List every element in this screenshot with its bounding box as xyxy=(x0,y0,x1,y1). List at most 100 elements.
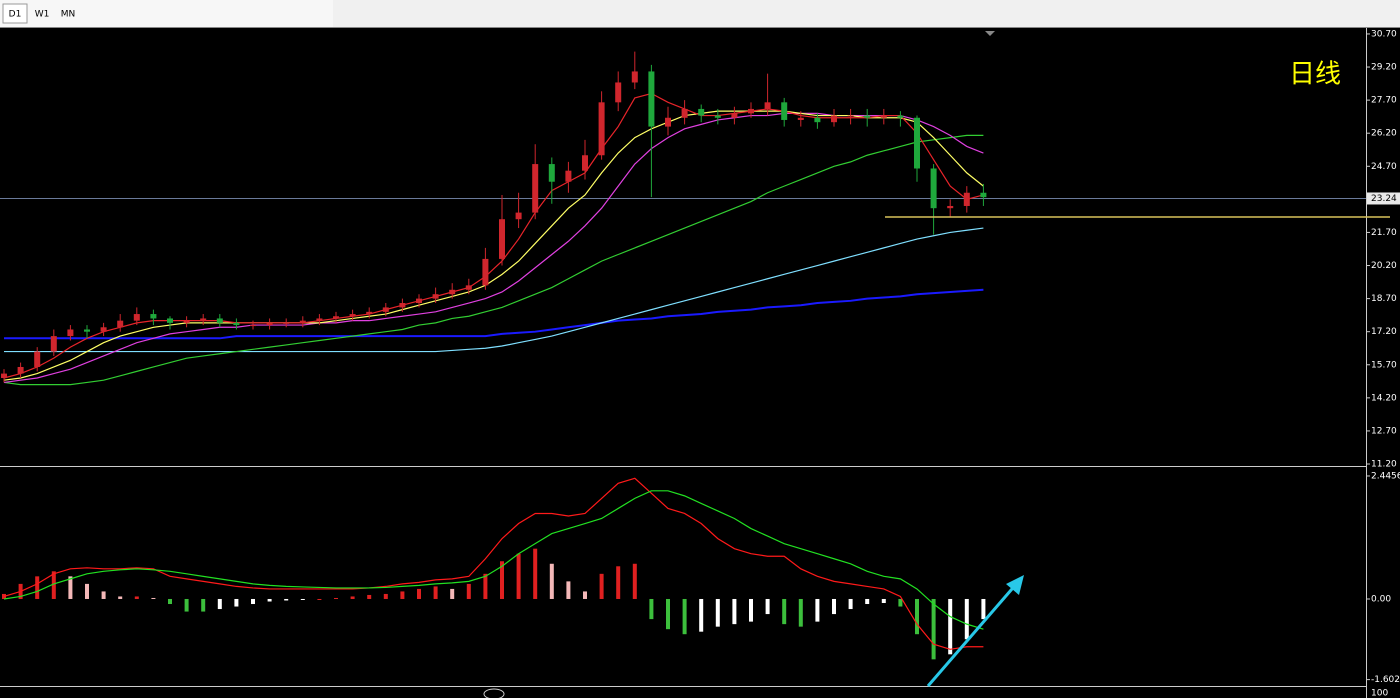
y-tick-label: 2.4456 xyxy=(1371,471,1400,481)
candle-body xyxy=(465,285,472,290)
histogram-bar xyxy=(749,598,753,622)
y-tick-label: 11.20 xyxy=(1371,460,1397,470)
histogram-bar xyxy=(765,598,770,615)
histogram-bar xyxy=(666,598,670,630)
histogram-bar xyxy=(931,598,936,660)
tab[interactable]: W1 xyxy=(35,10,50,20)
candle-body xyxy=(183,320,190,323)
candle-body xyxy=(814,117,821,123)
y-tick-label: 26.20 xyxy=(1371,129,1397,139)
y-tick-label: 27.70 xyxy=(1371,96,1397,106)
histogram-bar xyxy=(383,593,388,599)
tab-active[interactable] xyxy=(2,3,28,24)
histogram-bar xyxy=(699,598,704,632)
candle-body xyxy=(897,115,904,118)
histogram-bar xyxy=(516,553,521,599)
candle-body xyxy=(349,314,356,317)
y-tick-label: 30.70 xyxy=(1371,29,1397,39)
histogram-bar xyxy=(466,583,471,599)
histogram-bar xyxy=(583,591,587,599)
histogram-bar xyxy=(68,576,73,599)
line xyxy=(3,110,984,381)
histogram-bar xyxy=(500,561,504,599)
histogram-bar xyxy=(815,598,820,622)
histogram-bar xyxy=(251,598,255,605)
y-tick-label: 14.20 xyxy=(1371,393,1397,403)
line xyxy=(4,227,984,353)
candle-body xyxy=(598,102,605,156)
candle-body xyxy=(416,298,422,304)
histogram-bar xyxy=(915,598,919,635)
histogram-bar xyxy=(483,573,488,599)
histogram-bar xyxy=(2,593,6,599)
candle-body xyxy=(250,325,256,327)
candle-body xyxy=(781,102,788,120)
histogram-bar xyxy=(334,597,338,599)
candle-body xyxy=(283,322,290,324)
histogram-bar xyxy=(632,563,637,599)
histogram-bar xyxy=(417,588,421,599)
histogram-bar xyxy=(85,583,89,599)
tab[interactable]: D1 xyxy=(9,10,22,20)
y-tick-label: 12.70 xyxy=(1371,426,1397,436)
y-tick-label: 20.20 xyxy=(1371,261,1397,271)
histogram-bar xyxy=(35,576,40,599)
candle-body xyxy=(216,318,223,323)
histogram-bar xyxy=(898,598,903,607)
histogram-bar xyxy=(217,598,222,610)
candle-body xyxy=(615,82,622,103)
histogram-bar xyxy=(881,598,886,604)
histogram-bar xyxy=(948,598,953,655)
candle-body xyxy=(880,115,887,118)
candle-body xyxy=(631,71,638,83)
candle-body xyxy=(482,258,489,286)
histogram-bar xyxy=(134,596,139,599)
candle-body xyxy=(382,307,389,312)
histogram-bar xyxy=(865,598,870,605)
y-tick-label: 21.70 xyxy=(1371,228,1397,238)
histogram-bar xyxy=(682,598,687,635)
candle-body xyxy=(797,117,804,120)
histogram-bar xyxy=(566,581,571,599)
price-label-box xyxy=(1367,192,1400,205)
histogram-bar xyxy=(649,598,654,620)
annotation: 日线 xyxy=(1289,60,1341,90)
candle-body xyxy=(366,311,373,315)
y-tick-label: 18.70 xyxy=(1371,294,1397,304)
tab-strip xyxy=(0,0,333,27)
histogram-bar xyxy=(450,588,455,599)
candle-body xyxy=(100,327,107,332)
candle-body xyxy=(714,115,721,118)
candle-body xyxy=(117,320,124,328)
y-tick-label: 29.20 xyxy=(1371,63,1397,73)
histogram-bar xyxy=(599,573,604,599)
candle-body xyxy=(731,113,738,118)
histogram-bar xyxy=(367,594,372,599)
candle-body xyxy=(764,102,771,109)
histogram-bar xyxy=(782,598,787,625)
candle-body xyxy=(34,351,41,367)
histogram-bar xyxy=(317,598,322,600)
candle-body xyxy=(316,318,323,321)
histogram-bar xyxy=(798,598,803,627)
histogram-bar xyxy=(981,598,986,620)
candle-body xyxy=(200,318,207,321)
line xyxy=(3,134,984,386)
price-label: 23.24 xyxy=(1371,194,1397,204)
histogram-bar xyxy=(616,566,621,599)
candle-body xyxy=(449,289,456,295)
candle-body xyxy=(50,336,57,352)
line xyxy=(3,112,984,384)
candle-body xyxy=(930,168,937,209)
candle-body xyxy=(681,108,688,118)
histogram-bar xyxy=(964,598,969,640)
candle-body xyxy=(67,329,74,337)
candle-body xyxy=(582,155,588,171)
candle-body xyxy=(399,303,406,308)
tab[interactable]: MN xyxy=(61,10,76,20)
histogram-bar xyxy=(533,548,538,599)
histogram-bar xyxy=(549,563,554,599)
y-tick-label: 17.20 xyxy=(1371,327,1397,337)
